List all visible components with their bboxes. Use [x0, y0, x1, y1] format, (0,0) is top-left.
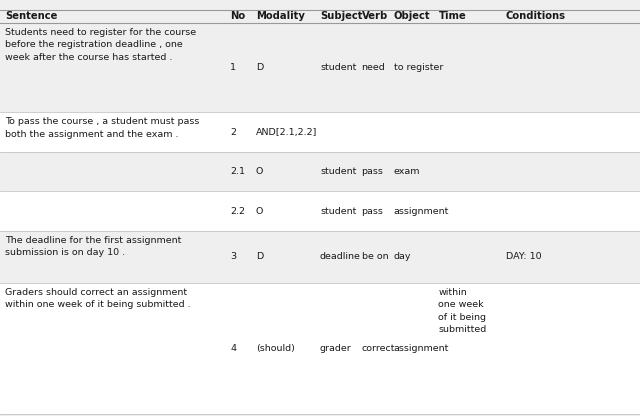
- Text: pass: pass: [362, 167, 383, 176]
- Text: deadline: deadline: [320, 253, 361, 261]
- Text: to register: to register: [394, 63, 443, 72]
- Text: within
one week
of it being
submitted: within one week of it being submitted: [438, 288, 486, 334]
- Text: assignment: assignment: [394, 344, 449, 353]
- Bar: [0, 283, 640, 414]
- Text: 3: 3: [230, 253, 237, 261]
- Text: AND[2.1,2.2]: AND[2.1,2.2]: [256, 128, 317, 136]
- Text: pass: pass: [362, 207, 383, 215]
- Text: Conditions: Conditions: [506, 11, 566, 21]
- Text: No: No: [230, 11, 246, 21]
- Bar: [0, 231, 640, 283]
- Bar: [0, 112, 640, 152]
- Text: Object: Object: [394, 11, 430, 21]
- Text: O: O: [256, 207, 264, 215]
- Text: Sentence: Sentence: [5, 11, 58, 21]
- Text: 2.1: 2.1: [230, 167, 245, 176]
- Text: Graders should correct an assignment
within one week of it being submitted .: Graders should correct an assignment wit…: [5, 288, 191, 310]
- Bar: [0, 152, 640, 191]
- Text: O: O: [256, 167, 264, 176]
- Text: D: D: [256, 63, 263, 72]
- Text: student: student: [320, 63, 356, 72]
- Text: student: student: [320, 207, 356, 215]
- Text: Time: Time: [438, 11, 466, 21]
- Text: (should): (should): [256, 344, 295, 353]
- Text: To pass the course , a student must pass
both the assignment and the exam .: To pass the course , a student must pass…: [5, 117, 200, 139]
- Text: DAY: 10: DAY: 10: [506, 253, 541, 261]
- Bar: [0, 23, 640, 112]
- Text: student: student: [320, 167, 356, 176]
- Text: 4: 4: [230, 344, 236, 353]
- Text: 2: 2: [230, 128, 236, 136]
- Text: correct: correct: [362, 344, 395, 353]
- Text: Modality: Modality: [256, 11, 305, 21]
- Bar: [0, 191, 640, 231]
- Text: Students need to register for the course
before the registration deadline , one
: Students need to register for the course…: [5, 28, 196, 62]
- Text: Verb: Verb: [362, 11, 388, 21]
- Text: 1: 1: [230, 63, 236, 72]
- Text: need: need: [362, 63, 385, 72]
- Text: 2.2: 2.2: [230, 207, 245, 215]
- Text: day: day: [394, 253, 411, 261]
- Text: Subject: Subject: [320, 11, 362, 21]
- Text: exam: exam: [394, 167, 420, 176]
- Text: grader: grader: [320, 344, 352, 353]
- Text: The deadline for the first assignment
submission is on day 10 .: The deadline for the first assignment su…: [5, 236, 182, 258]
- Text: D: D: [256, 253, 263, 261]
- Text: assignment: assignment: [394, 207, 449, 215]
- Text: be on: be on: [362, 253, 388, 261]
